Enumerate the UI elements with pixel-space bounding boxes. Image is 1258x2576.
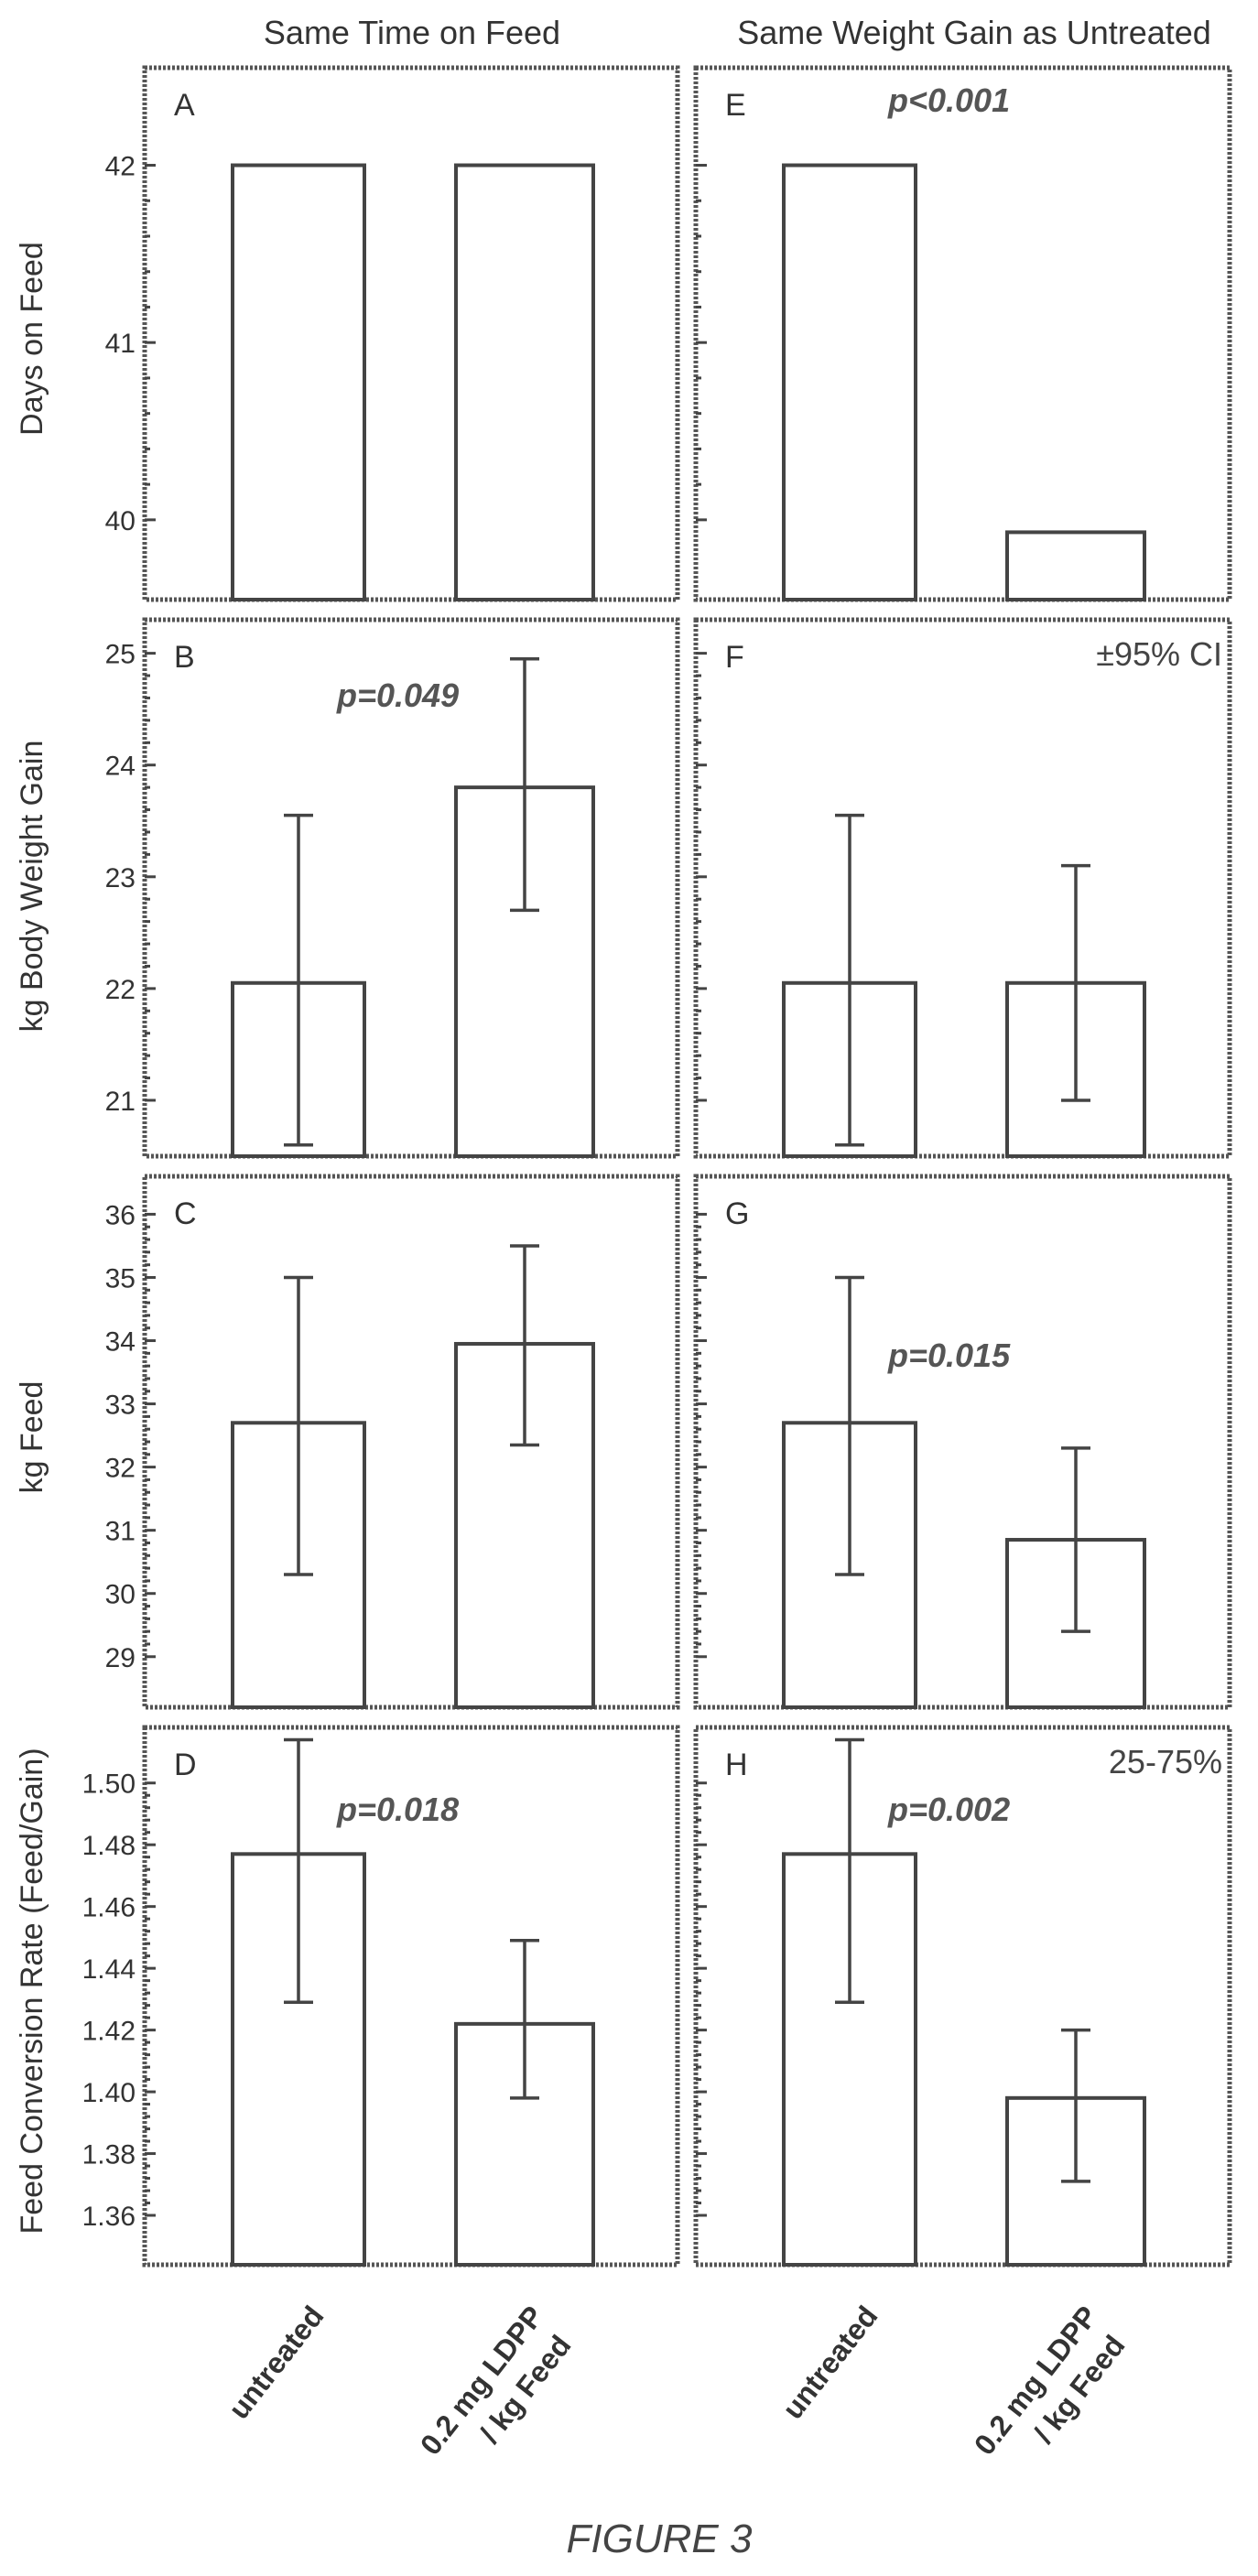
bar — [454, 163, 595, 601]
panel-letter: C — [174, 1196, 197, 1231]
panel-letter: E — [725, 88, 746, 123]
p-value: p=0.049 — [336, 676, 459, 714]
y-tick-label: 1.46 — [82, 1893, 136, 1923]
y-tick-label: 1.42 — [82, 2017, 136, 2047]
panel-frame — [142, 65, 680, 602]
panel-letter: D — [174, 1748, 197, 1782]
bar — [231, 163, 366, 601]
panel-c: 29 30 31 32 33 34 35 36 C — [105, 1174, 680, 1710]
bar — [1005, 530, 1146, 602]
panel-letter: B — [174, 640, 195, 675]
column-title-left: Same Time on Feed — [264, 14, 560, 51]
panel-b: 21 22 23 24 25 Bp=0.049 — [105, 617, 680, 1159]
column-title-right: Same Weight Gain as Untreated — [737, 14, 1211, 51]
bar — [454, 1341, 595, 1709]
y-tick-label: 1.38 — [82, 2140, 136, 2170]
y-tick-label: 1.40 — [82, 2078, 136, 2108]
panel-letter: A — [174, 88, 195, 123]
figure-caption: FIGURE 3 — [567, 2516, 753, 2561]
category-labels-right: untreated 0.2 mg LDPP / kg Feed — [775, 2300, 1131, 2461]
y-tick-label: 41 — [105, 329, 136, 359]
y-tick-label: 42 — [105, 152, 136, 182]
panel-frame — [693, 617, 1232, 1159]
y-tick-label: 1.48 — [82, 1831, 136, 1861]
panel-a: 40 41 42 A — [105, 65, 680, 602]
y-tick-label: 1.36 — [82, 2202, 136, 2232]
corner-note: ±95% CI — [1096, 635, 1222, 673]
panel-frame — [693, 1725, 1232, 2268]
y-tick-label: 40 — [105, 506, 136, 536]
p-value: p=0.015 — [887, 1337, 1011, 1374]
panel-h: Hp=0.002 25-75% — [693, 1725, 1232, 2268]
y-tick-label: 36 — [105, 1200, 136, 1230]
y-tick-label: 35 — [105, 1263, 136, 1293]
panel-frame — [693, 65, 1232, 602]
corner-note: 25-75% — [1109, 1743, 1222, 1780]
panel-frame — [693, 1174, 1232, 1710]
ylabel-feed-conversion-rate: Feed Conversion Rate (Feed/Gain) — [15, 1748, 49, 2234]
category-labels-left: untreated 0.2 mg LDPP / kg Feed — [222, 2300, 577, 2461]
panel-frame — [142, 1174, 680, 1710]
y-tick-label: 22 — [105, 975, 136, 1005]
panel-f: F ±95% CI — [693, 617, 1232, 1159]
category-label-untreated: untreated — [775, 2300, 884, 2425]
y-tick-label: 29 — [105, 1643, 136, 1673]
y-tick-label: 21 — [105, 1087, 136, 1117]
y-tick-label: 1.50 — [82, 1770, 136, 1800]
panel-d: 1.36 1.38 1.40 1.42 1.44 1.46 1.48 1.50 Dp=0.018 — [82, 1725, 680, 2268]
ylabel-days-on-feed: Days on Feed — [15, 242, 49, 436]
y-tick-label: 31 — [105, 1517, 136, 1547]
y-tick-label: 30 — [105, 1580, 136, 1610]
panel-frame — [142, 1725, 680, 2268]
y-tick-label: 34 — [105, 1327, 136, 1358]
panel-letter: F — [725, 640, 744, 675]
panel-letter: H — [725, 1748, 748, 1782]
ylabel-body-weight-gain: kg Body Weight Gain — [15, 741, 49, 1033]
bar — [782, 1852, 917, 2267]
panel-letter: G — [725, 1196, 749, 1231]
ylabel-kg-feed: kg Feed — [15, 1381, 49, 1494]
y-tick-label: 24 — [105, 752, 136, 782]
y-tick-label: 1.44 — [82, 1954, 136, 1985]
p-value: p=0.018 — [336, 1791, 459, 1828]
bar — [782, 163, 917, 601]
panel-frame — [142, 617, 680, 1159]
y-tick-label: 33 — [105, 1391, 136, 1421]
y-tick-label: 32 — [105, 1454, 136, 1484]
y-tick-label: 23 — [105, 863, 136, 893]
p-value: p<0.001 — [887, 81, 1010, 119]
category-label-untreated: untreated — [222, 2300, 330, 2425]
y-tick-label: 25 — [105, 640, 136, 670]
panel-g: Gp=0.015 — [693, 1174, 1232, 1710]
p-value: p=0.002 — [887, 1791, 1010, 1828]
